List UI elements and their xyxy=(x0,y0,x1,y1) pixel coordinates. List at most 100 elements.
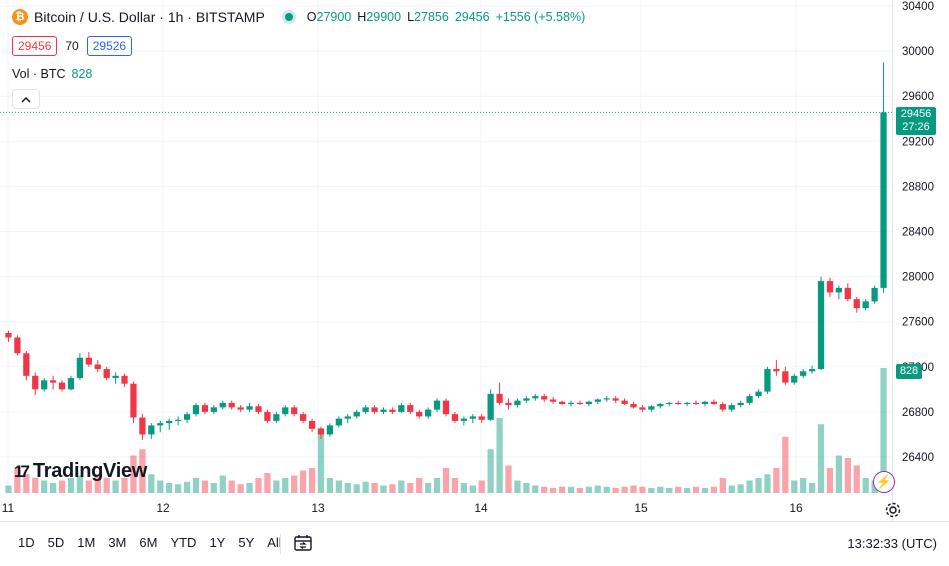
candle-body xyxy=(433,400,441,410)
candle-body xyxy=(139,417,146,435)
range-button-1d[interactable]: 1D xyxy=(18,535,35,550)
volume-bar xyxy=(603,486,610,493)
last-price-value: 29456 xyxy=(900,108,932,120)
volume-bar xyxy=(523,483,530,493)
range-button-all[interactable]: All xyxy=(267,535,282,550)
volume-bar xyxy=(442,468,450,493)
settings-gear-icon[interactable] xyxy=(883,500,903,520)
volume-bar xyxy=(326,478,334,493)
utc-clock[interactable]: 13:32:33 (UTC) xyxy=(847,536,937,551)
volume-bar xyxy=(58,480,66,493)
tradingview-logo[interactable]: 17 TradingView xyxy=(14,460,147,483)
volume-bar xyxy=(487,449,494,493)
candle-body xyxy=(701,401,709,405)
volume-bar xyxy=(157,480,164,493)
volume-bar xyxy=(826,468,834,493)
volume-bar xyxy=(532,485,539,493)
volume-bar xyxy=(416,478,423,493)
sell-price-button[interactable]: 29456 xyxy=(12,36,58,56)
volume-bar xyxy=(728,485,735,493)
candle-body xyxy=(639,407,646,410)
symbol-legend: ₿ Bitcoin / U.S. Dollar · 1h · BITSTAMP … xyxy=(12,9,585,25)
go-to-date-icon[interactable] xyxy=(292,532,314,554)
candle-body xyxy=(362,407,369,412)
volume-tag: 828 xyxy=(896,364,922,379)
candle-body xyxy=(335,418,342,426)
candle-body xyxy=(380,409,387,412)
volume-bar xyxy=(800,478,807,493)
candle-body xyxy=(755,391,762,397)
collapse-legend-button[interactable] xyxy=(12,89,40,109)
range-button-3m[interactable]: 3M xyxy=(108,535,127,550)
volume-bar xyxy=(853,465,860,493)
volume-bar xyxy=(612,488,619,493)
ohlc-value: 29456 xyxy=(454,10,490,24)
candle-body xyxy=(585,401,592,405)
volume-bar xyxy=(246,483,253,493)
chart-canvas[interactable]: 2640026800272002760028000284002880029200… xyxy=(0,0,949,521)
volume-bar xyxy=(541,486,548,493)
price-axis-label: 30000 xyxy=(902,46,934,58)
volume-bar xyxy=(49,483,57,493)
ohlc-value: 27856 xyxy=(414,10,449,24)
time-axis-label: 11 xyxy=(2,501,15,515)
volume-bar xyxy=(273,480,280,493)
candle-body xyxy=(782,371,789,383)
volume-label: Vol · BTC xyxy=(12,67,66,81)
candle-body xyxy=(291,407,298,415)
volume-bar xyxy=(112,480,119,493)
volume-bar xyxy=(683,488,691,493)
candle-body xyxy=(773,369,780,372)
volume-bar xyxy=(675,486,682,493)
time-axis-label: 13 xyxy=(311,501,325,515)
toolbar-divider xyxy=(280,534,281,554)
flash-icon[interactable]: ⚡ xyxy=(873,471,895,493)
candle-body xyxy=(282,407,289,415)
volume-bar xyxy=(371,483,378,493)
ohlc-values: O27900 H29900 L27856 29456 +1556 (+5.58%) xyxy=(307,10,585,24)
candle-body xyxy=(94,364,101,370)
candle-body xyxy=(853,299,860,309)
volume-bar xyxy=(344,483,351,493)
price-axis-label: 26800 xyxy=(902,407,934,419)
candle-body xyxy=(32,375,39,390)
volume-bar xyxy=(558,486,566,493)
volume-bar xyxy=(844,458,851,493)
range-button-6m[interactable]: 6M xyxy=(139,535,158,550)
candle-body xyxy=(398,405,405,412)
candle-body xyxy=(174,419,182,421)
candle-body xyxy=(49,380,57,383)
range-button-1y[interactable]: 1Y xyxy=(209,535,226,550)
range-button-ytd[interactable]: YTD xyxy=(170,535,197,550)
candle-body xyxy=(442,400,450,415)
ohlc-value: 27900 xyxy=(316,10,352,24)
volume-bar xyxy=(710,486,718,493)
candle-body xyxy=(710,401,718,405)
volume-bar xyxy=(192,478,200,493)
candle-body xyxy=(210,407,217,412)
candle-body xyxy=(844,287,851,300)
candle-body xyxy=(666,402,673,405)
volume-bar xyxy=(425,483,432,493)
candle-body xyxy=(273,414,280,421)
range-button-5d[interactable]: 5D xyxy=(47,535,65,550)
volume-bar xyxy=(183,481,191,493)
volume-bar xyxy=(380,485,387,493)
buy-price-button[interactable]: 29526 xyxy=(86,36,133,56)
candle-body xyxy=(523,398,530,401)
volume-bar xyxy=(174,484,182,493)
volume-bar xyxy=(166,483,173,493)
candle-body xyxy=(862,301,869,309)
volume-bar xyxy=(335,480,342,493)
volume-bar xyxy=(639,486,646,493)
volume-bar xyxy=(139,449,146,493)
range-button-1m[interactable]: 1M xyxy=(77,535,96,550)
symbol-title[interactable]: Bitcoin / U.S. Dollar · 1h · BITSTAMP xyxy=(34,9,265,25)
ohlc-item: +1556 (+5.58%) xyxy=(496,10,586,24)
range-button-5y[interactable]: 5Y xyxy=(238,535,255,550)
candle-body xyxy=(514,400,521,406)
price-axis-label: 28400 xyxy=(902,227,934,239)
volume-bar xyxy=(460,483,467,493)
candle-body xyxy=(835,287,843,293)
